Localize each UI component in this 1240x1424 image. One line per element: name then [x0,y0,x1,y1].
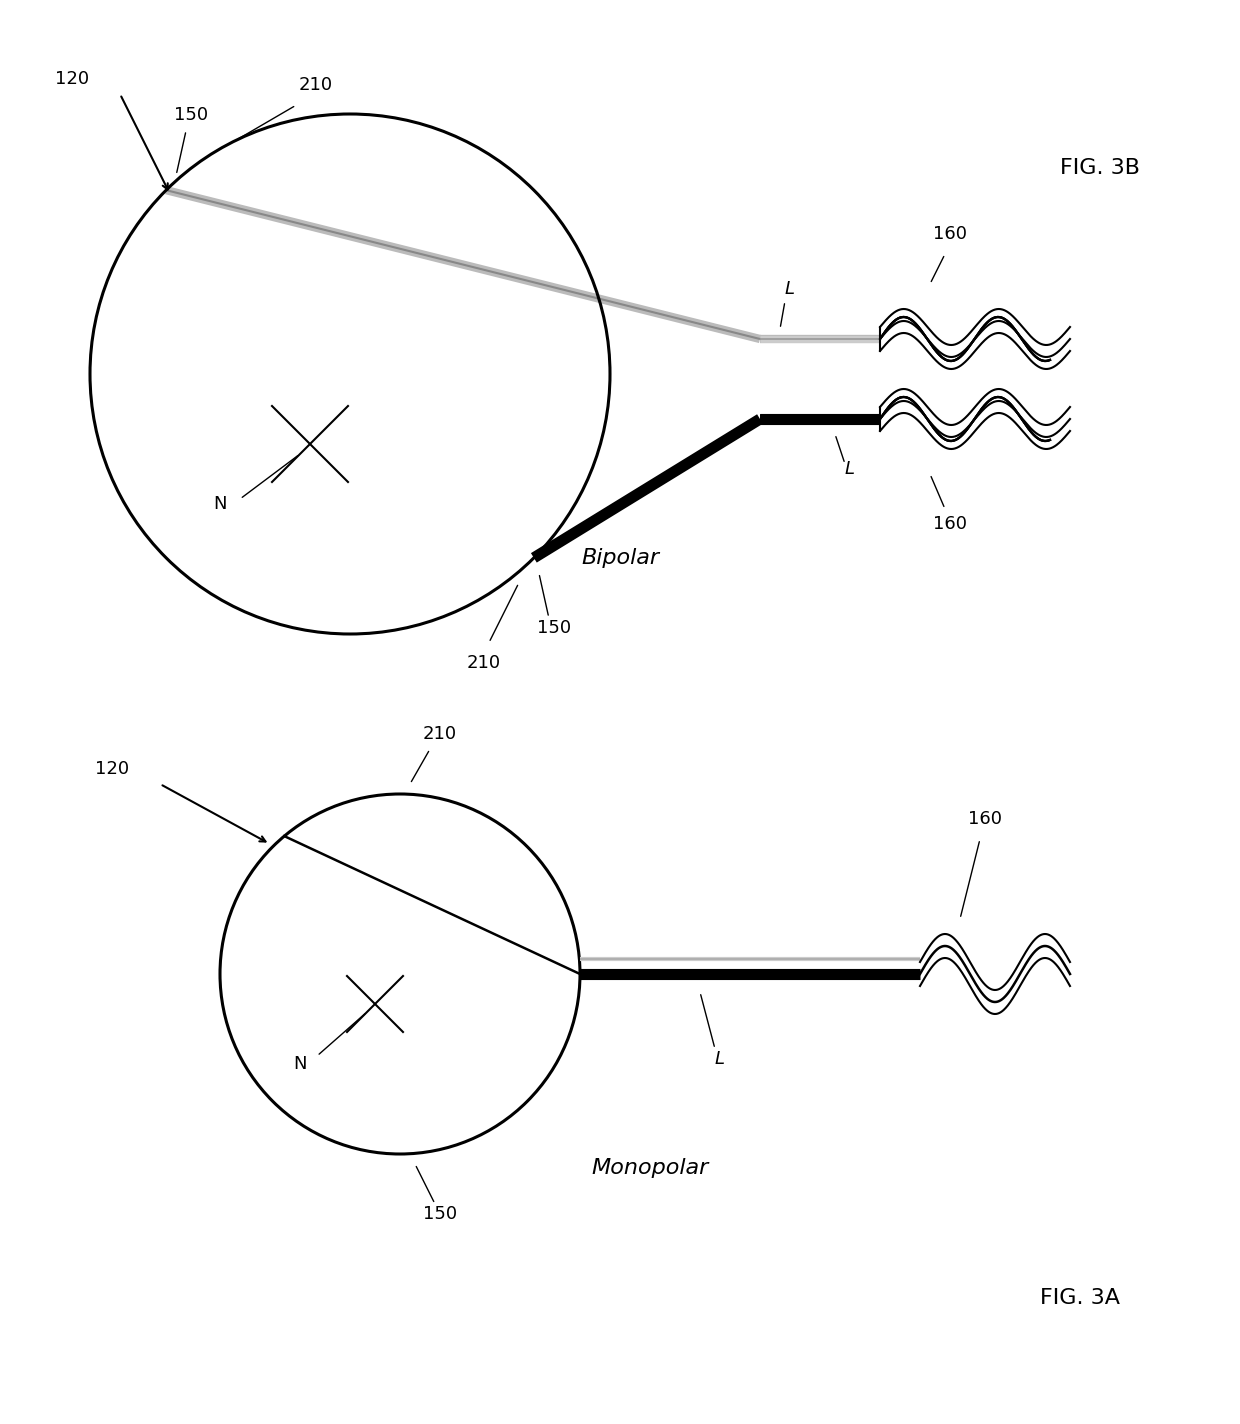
Text: 210: 210 [423,725,458,743]
Text: FIG. 3A: FIG. 3A [1040,1287,1120,1309]
Text: N: N [213,496,227,513]
Text: L: L [715,1049,725,1068]
Text: Monopolar: Monopolar [591,1158,708,1178]
Text: L: L [785,281,795,298]
Text: 210: 210 [466,654,501,672]
Text: 150: 150 [537,619,570,637]
Text: 120: 120 [95,760,129,778]
Text: 160: 160 [932,515,967,533]
Text: 120: 120 [55,70,89,88]
Text: 210: 210 [299,75,334,94]
Text: L: L [844,460,856,478]
Text: 150: 150 [423,1205,458,1223]
Text: FIG. 3B: FIG. 3B [1060,158,1140,178]
Text: 150: 150 [174,107,208,124]
Text: 160: 160 [932,225,967,244]
Text: 160: 160 [968,810,1002,827]
Text: Bipolar: Bipolar [582,548,658,568]
Text: N: N [293,1055,306,1074]
